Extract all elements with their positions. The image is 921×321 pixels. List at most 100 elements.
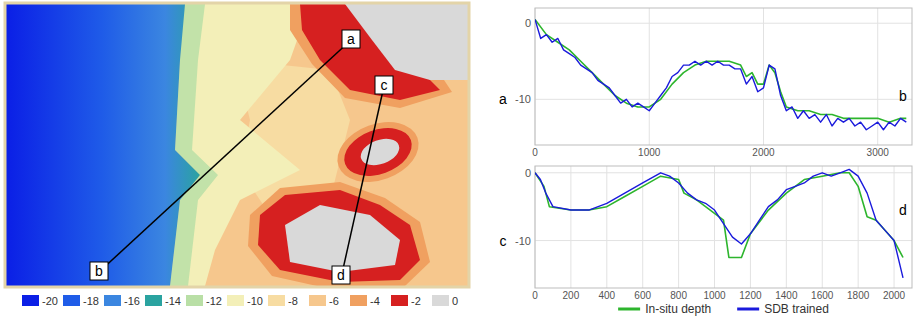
profile-line [341, 86, 384, 278]
profile-label: a [347, 31, 355, 47]
x-tick-label: 1000 [638, 147, 661, 158]
grid-line [642, 166, 643, 288]
color-bar-label: -6 [329, 295, 339, 307]
grid-line [535, 240, 912, 241]
grid-line [858, 166, 859, 288]
x-tick-label: 400 [598, 290, 615, 301]
grid-line [649, 8, 650, 145]
color-bar-label: -4 [370, 295, 380, 307]
color-swatch [227, 295, 244, 306]
grid-line [786, 166, 787, 288]
color-bar-label: -16 [124, 295, 140, 307]
color-bar-label: -18 [83, 295, 99, 307]
x-tick-label: 600 [634, 290, 651, 301]
grid-line [877, 8, 878, 145]
color-swatch [268, 295, 285, 306]
map-frame [5, 3, 469, 287]
profile-label-box [342, 30, 360, 48]
grid-line [535, 99, 912, 100]
profile-end-label: d [899, 202, 907, 218]
y-tick-label: -10 [515, 93, 531, 105]
x-tick-label: 1400 [775, 290, 798, 301]
series-line [535, 169, 903, 277]
series-line [535, 19, 906, 129]
series-line [535, 19, 906, 122]
plot-frame [535, 166, 912, 288]
profile-label-box [90, 262, 108, 280]
grid-line [763, 8, 764, 145]
color-bar-label: -2 [411, 295, 421, 307]
color-swatch [104, 295, 121, 306]
x-tick-label: 2000 [752, 147, 775, 158]
x-tick-label: 1800 [847, 290, 870, 301]
x-tick-label: 1600 [811, 290, 834, 301]
series-group [535, 19, 906, 129]
profile-end-label: b [899, 88, 907, 104]
x-tick-label: 1200 [739, 290, 762, 301]
depth-region [345, 4, 468, 80]
profile-end-label: c [500, 233, 507, 249]
map-area [6, 4, 468, 286]
depth-region [6, 4, 200, 286]
legend-label: SDB trained [764, 302, 829, 316]
depth-region [285, 205, 400, 272]
series-group [535, 169, 903, 277]
plot-background [535, 166, 912, 288]
profile-label: b [95, 263, 103, 279]
grid-line [714, 166, 715, 288]
depth-region [338, 119, 419, 184]
series-line [535, 173, 903, 258]
x-tick-label: 2000 [883, 290, 906, 301]
profile-label: d [337, 267, 345, 283]
y-tick-label: -10 [515, 235, 531, 247]
profile-label-box [375, 76, 393, 94]
x-tick-label: 1000 [703, 290, 726, 301]
color-swatch [350, 295, 367, 306]
color-bar-label: -8 [288, 295, 298, 307]
legend-swatch [737, 308, 759, 311]
x-tick-label: 0 [532, 147, 538, 158]
profile-label-box [332, 266, 350, 284]
depth-region [258, 190, 420, 282]
grid-line [822, 166, 823, 288]
y-tick-label: 0 [525, 167, 531, 179]
grid-line [535, 172, 912, 173]
color-bar-label: -14 [165, 295, 181, 307]
legend: In-situ depth SDB trained [618, 302, 829, 316]
depth-region [248, 182, 430, 286]
depth-region [6, 4, 468, 286]
x-tick-label: 0 [532, 290, 538, 301]
legend-label: In-situ depth [645, 302, 711, 316]
color-swatch [186, 295, 203, 306]
color-swatch [63, 295, 80, 306]
color-bar: -20-18-16-14-12-10-8-6-4-20 [22, 295, 458, 307]
grid-line [570, 166, 571, 288]
profile-end-label: a [499, 91, 507, 107]
color-swatch [145, 295, 162, 306]
color-bar-label: -12 [206, 295, 222, 307]
profile-line [99, 40, 351, 272]
grid-line [535, 23, 912, 24]
depth-region [357, 134, 403, 170]
plot-frame [535, 8, 912, 145]
profile-chart: 0 1000 2000 3000 -10 0 a b [499, 8, 912, 158]
profile-chart: 0 200 400 600 800 1000 1200 1400 1600 1800 2000 -10… [500, 166, 913, 301]
color-bar-label: -20 [42, 295, 58, 307]
map: a b c d [5, 3, 469, 290]
x-tick-label: 200 [563, 290, 580, 301]
color-swatch [309, 295, 326, 306]
color-swatch [22, 295, 39, 306]
figure: abcd-20-18-16-14-12-10-8-6-4-20010002000… [0, 0, 921, 321]
color-bar-label: -10 [247, 295, 263, 307]
profile-label: c [381, 77, 388, 93]
color-swatch [432, 295, 449, 306]
grid-line [606, 166, 607, 288]
x-tick-label: 3000 [867, 147, 890, 158]
grid-line [750, 166, 751, 288]
legend-swatch [618, 308, 640, 311]
grid-line [894, 166, 895, 288]
color-bar-label: 0 [452, 295, 458, 307]
y-tick-label: 0 [525, 17, 531, 29]
depth-region [329, 111, 427, 192]
x-tick-label: 800 [670, 290, 687, 301]
